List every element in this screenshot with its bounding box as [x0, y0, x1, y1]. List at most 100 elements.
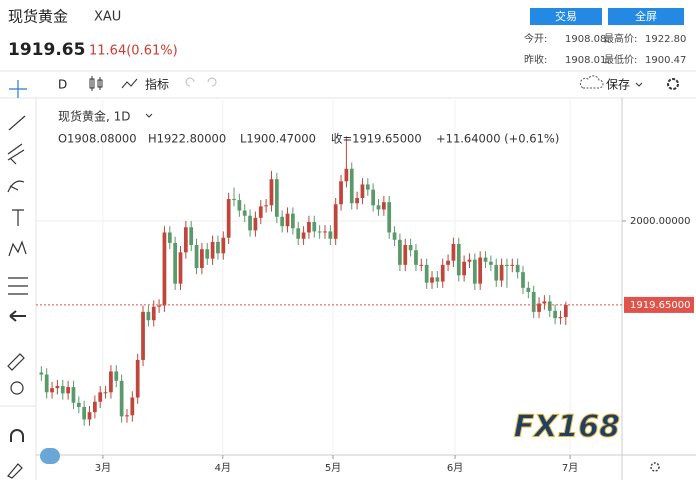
last-price-box [624, 296, 694, 313]
candle-body [349, 168, 354, 204]
candle-body [301, 232, 306, 239]
settings[interactable] [667, 78, 679, 90]
candle-body [489, 261, 493, 265]
candle-body [157, 305, 161, 307]
legend-high: H1922.80000 [148, 132, 226, 146]
zoom-tool[interactable] [10, 381, 24, 395]
cloud-icon[interactable] [579, 75, 604, 89]
last-price-label: 1919.65000 [630, 300, 690, 311]
candle-body [114, 371, 119, 381]
candle-body [119, 380, 124, 417]
candle-body [307, 222, 311, 233]
trade-button-label[interactable]: 交易 [555, 9, 577, 23]
back-tool[interactable] [9, 310, 26, 322]
forecast-tool[interactable] [8, 277, 28, 295]
candle-body [87, 412, 92, 420]
fullscreen-button[interactable] [608, 8, 684, 25]
price: 1919.65 [8, 40, 85, 60]
save[interactable]: 保存 [606, 78, 630, 92]
candle-body [376, 205, 381, 210]
candle-body [291, 213, 295, 229]
candle-icon[interactable] [89, 76, 103, 91]
candle-body [537, 303, 541, 312]
ruler-tool[interactable] [7, 353, 25, 371]
candle-body [125, 415, 129, 417]
candle-body [419, 264, 424, 266]
legend-close: 收=1919.65000 [331, 132, 422, 146]
candle-body [339, 181, 343, 205]
dropdown[interactable] [635, 82, 643, 87]
edit-tool[interactable] [7, 463, 23, 479]
candle-body [387, 202, 392, 233]
pattern-tool[interactable] [8, 240, 27, 257]
indicators[interactable]: 指标 [145, 77, 169, 92]
candle-body [531, 292, 536, 312]
candle-body [50, 388, 54, 393]
candle-body [328, 231, 333, 239]
stat-value: 1922.80 [645, 34, 686, 45]
candle-body [478, 257, 483, 284]
legend-low: L1900.47000 [240, 132, 316, 146]
stat-label: 最低价: [604, 53, 637, 66]
candle-body [355, 197, 359, 204]
candle-body [312, 222, 317, 232]
candle-body [451, 243, 456, 261]
candle-body [542, 301, 547, 304]
candle-body [333, 204, 338, 239]
undo-redo[interactable] [185, 77, 217, 87]
interval[interactable]: D [58, 78, 67, 92]
candle-body [323, 231, 327, 233]
x-tick-label: 5月 [325, 462, 341, 474]
symbol: XAU [94, 10, 121, 25]
trade-button[interactable] [530, 8, 602, 25]
candle-body [456, 243, 461, 276]
change: 11.64(0.61%) [89, 44, 178, 59]
candle-body [200, 249, 204, 268]
candle-body [232, 199, 236, 201]
candle-body [280, 216, 285, 227]
fib-tool[interactable] [7, 143, 25, 165]
line-tool[interactable] [8, 115, 26, 131]
legend-change: +11.64000 (+0.61%) [436, 132, 559, 146]
candle-body [151, 306, 156, 321]
candle-body [173, 242, 178, 284]
candle-body [553, 310, 557, 319]
candle-body [274, 179, 279, 217]
candle-body [242, 210, 247, 216]
candle-body [103, 392, 108, 394]
candle-body [135, 359, 140, 398]
text-tool[interactable] [12, 209, 24, 226]
watermark: FX168 [514, 410, 620, 445]
crosshair-tool[interactable] [9, 80, 27, 98]
axis-settings[interactable] [650, 462, 660, 472]
x-tick-label: 6月 [447, 462, 463, 474]
indicator-icon[interactable] [121, 78, 138, 89]
fullscreen-button-label[interactable]: 全屏 [635, 9, 657, 23]
stat-label: 昨收: [524, 53, 547, 66]
candle-body [269, 179, 274, 206]
candle-body [189, 227, 194, 246]
candle-body [521, 272, 525, 288]
legend-open: O1908.08000 [58, 132, 137, 146]
candle-body [216, 241, 220, 254]
plot: 2000.00000 3月 4月 5月 6月 7月 1919.65000 [36, 100, 694, 474]
candle-body [253, 217, 258, 231]
candle-body [183, 227, 188, 253]
candle-body [499, 264, 504, 281]
candle-body [360, 184, 365, 198]
candle-body [285, 213, 290, 227]
candle-body [365, 184, 370, 190]
candle-body [371, 189, 376, 206]
candle-body [424, 264, 429, 283]
magnet-tool[interactable] [10, 429, 24, 442]
candle-body [483, 257, 488, 262]
candle-body [462, 261, 467, 276]
candle-body [221, 237, 226, 254]
candle-body [467, 259, 472, 262]
brush-tool[interactable] [7, 180, 25, 193]
candle-body [494, 264, 499, 281]
candle-body [381, 202, 386, 210]
legend-toggle[interactable] [145, 113, 153, 118]
candle-body [440, 264, 445, 282]
